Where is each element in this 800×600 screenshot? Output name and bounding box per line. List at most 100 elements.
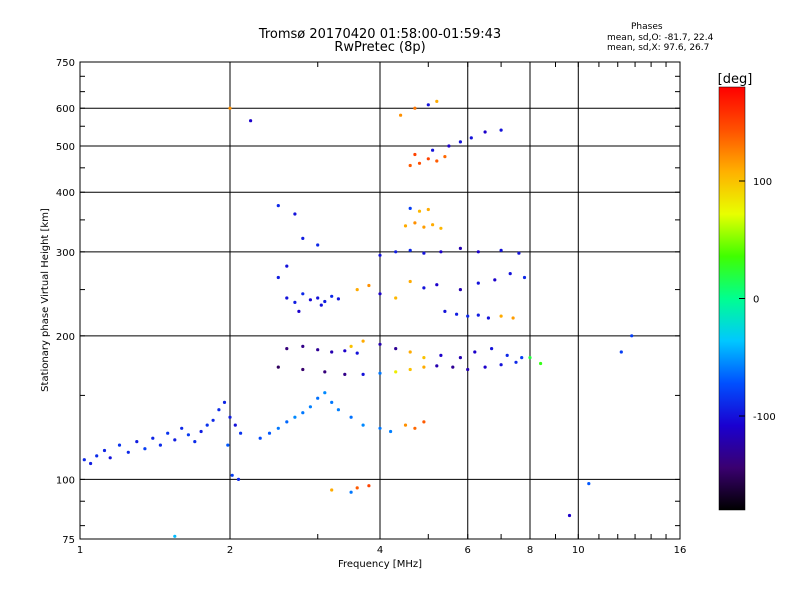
data-point (228, 415, 232, 419)
phases-heading: Phases (631, 22, 663, 32)
data-point (417, 161, 422, 165)
colorbar-tick-label: 0 (753, 295, 759, 306)
data-point (435, 99, 439, 103)
data-point (422, 251, 426, 255)
y-tick-label: 200 (56, 332, 75, 343)
data-point (236, 477, 241, 481)
data-point (186, 433, 190, 437)
data-point (301, 236, 305, 240)
data-point (166, 431, 170, 435)
data-point (417, 209, 422, 213)
data-point (323, 299, 327, 304)
data-point (301, 367, 305, 372)
data-point (343, 349, 347, 353)
data-point (330, 350, 334, 354)
data-point (408, 367, 412, 372)
data-point (520, 356, 524, 360)
y-axis-ticks: 75 100 200 300 400 500 600 750 (56, 58, 680, 546)
data-point (439, 250, 443, 254)
phases-o-stats: mean, sd,O: -81.7, 22.4 (607, 33, 714, 43)
data-point (361, 372, 365, 376)
data-point (89, 461, 93, 466)
data-point (435, 364, 439, 368)
data-point (466, 314, 470, 318)
data-point (117, 443, 122, 447)
data-point (458, 246, 462, 250)
data-point (276, 426, 280, 430)
data-point (293, 300, 297, 304)
data-point (486, 316, 490, 320)
data-point (301, 292, 305, 296)
data-point (422, 286, 426, 290)
colorbar-ticks: 100 0 -100 (739, 177, 776, 423)
data-point (267, 431, 272, 435)
data-point (378, 426, 382, 430)
data-point (367, 484, 371, 488)
colorbar-tick-label: 100 (753, 177, 772, 188)
data-point (316, 296, 320, 300)
data-point (193, 440, 197, 444)
data-point (361, 339, 365, 343)
data-point (455, 312, 459, 316)
data-point (469, 136, 473, 140)
data-point (439, 353, 443, 357)
data-point (308, 298, 312, 302)
data-point (293, 415, 297, 419)
data-point (517, 251, 521, 255)
data-point (126, 450, 130, 454)
data-point (426, 207, 430, 212)
data-point (173, 438, 177, 442)
data-point (473, 350, 477, 354)
data-point (458, 288, 462, 292)
y-tick-label: 75 (62, 535, 75, 546)
data-point (230, 473, 234, 477)
data-point (431, 223, 435, 227)
chart-title-line2: RwPretec (8p) (334, 40, 426, 55)
x-tick-label: 10 (572, 545, 585, 556)
data-point (258, 436, 262, 440)
data-point (82, 458, 86, 462)
data-point (413, 221, 417, 225)
y-tick-label: 300 (56, 248, 75, 259)
data-point (301, 411, 305, 415)
data-point (308, 405, 312, 409)
x-tick-label: 6 (465, 545, 471, 556)
data-point (199, 429, 203, 434)
data-point (426, 157, 430, 161)
x-axis-label: Frequency [MHz] (338, 559, 422, 570)
data-point (451, 365, 455, 369)
data-point (361, 423, 365, 427)
data-point (330, 488, 334, 492)
data-point (285, 264, 289, 268)
data-point (316, 243, 320, 247)
data-point (349, 344, 353, 348)
data-point (211, 418, 215, 422)
data-point (323, 391, 327, 395)
data-point (135, 440, 139, 444)
data-point (394, 250, 398, 254)
data-point (630, 334, 634, 338)
data-point (499, 248, 503, 252)
data-point (528, 356, 532, 360)
y-tick-label: 600 (56, 104, 75, 115)
data-point (483, 365, 487, 369)
data-point (511, 316, 515, 320)
data-point (102, 448, 107, 453)
data-point (403, 423, 408, 427)
data-point (319, 303, 323, 307)
data-point (422, 420, 426, 424)
data-point (408, 279, 412, 284)
data-point (408, 248, 412, 252)
data-point (343, 372, 347, 376)
data-point (349, 490, 353, 494)
data-point (95, 454, 99, 458)
data-point (447, 144, 451, 148)
x-axis-ticks: 1 2 4 6 8 10 16 (77, 62, 686, 556)
data-point (222, 400, 227, 404)
data-point (422, 365, 426, 369)
data-point (466, 367, 470, 372)
data-point (180, 426, 184, 430)
data-point (355, 288, 359, 292)
data-point (522, 275, 527, 280)
data-point (285, 347, 289, 351)
